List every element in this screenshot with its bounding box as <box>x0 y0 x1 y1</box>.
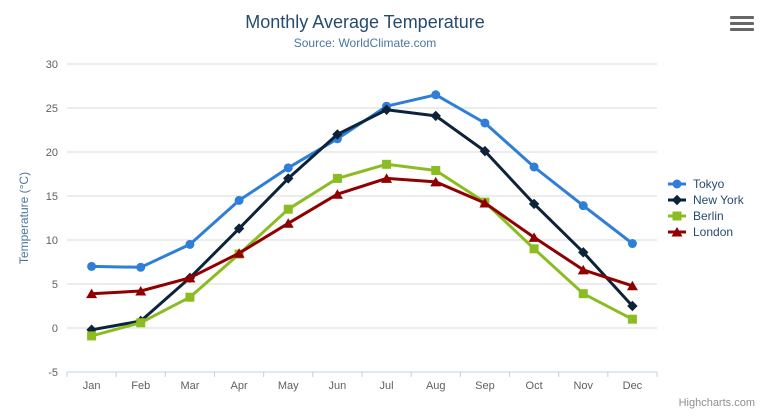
legend: Tokyo New York Berlin London <box>668 176 744 240</box>
y-axis-tick-label: -5 <box>48 367 58 379</box>
series-line-london[interactable] <box>90 176 634 296</box>
series-marker-new-york[interactable] <box>627 300 638 312</box>
chart-subtitle: Source: WorldClimate.com <box>293 36 437 50</box>
series-marker-berlin[interactable] <box>332 173 342 183</box>
series-marker-new-york[interactable] <box>381 104 392 115</box>
legend-marker-sample[interactable] <box>672 179 682 189</box>
y-axis-tick-label: 0 <box>52 323 58 335</box>
x-axis-tick-label: Dec <box>623 380 643 392</box>
y-axis-tick-label: 5 <box>52 279 58 291</box>
hamburger-bar <box>730 22 754 25</box>
series-marker-tokyo[interactable] <box>627 239 637 249</box>
series-marker-london[interactable] <box>528 232 540 242</box>
x-axis-tick-label: Apr <box>231 380 248 392</box>
legend-label: Berlin <box>693 209 724 223</box>
series-marker-new-york[interactable] <box>332 129 343 140</box>
series-marker-berlin[interactable] <box>529 244 539 254</box>
series-marker-tokyo[interactable] <box>283 163 293 173</box>
x-axis-tick-label: Jun <box>329 380 347 392</box>
series-marker-tokyo[interactable] <box>87 261 97 271</box>
legend-marker-sample[interactable] <box>672 211 682 221</box>
series-marker-london[interactable] <box>184 272 196 283</box>
series-marker-tokyo[interactable] <box>480 118 490 128</box>
legend-item-berlin[interactable]: Berlin <box>668 208 744 224</box>
x-axis-tick-label: Sep <box>475 380 495 392</box>
series-marker-tokyo[interactable] <box>234 195 244 205</box>
series-marker-london[interactable] <box>282 218 294 228</box>
series-marker-london[interactable] <box>430 176 442 187</box>
circle-marker-icon <box>668 179 686 189</box>
legend-label: London <box>693 225 734 239</box>
series-marker-new-york[interactable] <box>578 247 589 258</box>
legend-marker-sample[interactable] <box>671 194 683 206</box>
series-marker-tokyo[interactable] <box>578 201 588 211</box>
series-marker-london[interactable] <box>86 288 98 299</box>
x-axis-tick-label: Mar <box>180 380 199 392</box>
series-marker-tokyo[interactable] <box>185 239 195 249</box>
series-line-berlin[interactable] <box>90 162 634 338</box>
series-marker-new-york[interactable] <box>430 110 441 122</box>
series-marker-tokyo[interactable] <box>431 90 441 100</box>
series-marker-berlin[interactable] <box>136 318 146 328</box>
series-marker-berlin[interactable] <box>283 204 293 214</box>
legend-label: New York <box>693 193 744 207</box>
hamburger-bar <box>730 28 754 31</box>
triangle-marker-icon <box>668 227 686 237</box>
series-line-new-york[interactable] <box>90 108 634 332</box>
series-marker-london[interactable] <box>479 198 491 208</box>
x-axis-tick-label: Aug <box>426 380 446 392</box>
series-marker-berlin[interactable] <box>87 331 97 341</box>
square-marker-icon <box>668 211 686 221</box>
series-marker-tokyo[interactable] <box>136 262 146 272</box>
series-marker-london[interactable] <box>381 173 393 183</box>
legend-item-london[interactable]: London <box>668 224 744 240</box>
hamburger-bar <box>730 16 754 19</box>
series-marker-london[interactable] <box>577 264 589 275</box>
x-axis-tick-label: Nov <box>573 380 593 392</box>
x-axis-tick-label: Jan <box>83 380 101 392</box>
series-marker-berlin[interactable] <box>627 314 637 324</box>
series-marker-berlin[interactable] <box>431 165 441 175</box>
series-marker-london[interactable] <box>331 189 343 199</box>
x-axis-tick-label: Jul <box>380 380 394 392</box>
series-marker-new-york[interactable] <box>528 198 540 210</box>
series-marker-new-york[interactable] <box>283 173 294 184</box>
credits-link[interactable]: Highcharts.com <box>678 397 755 409</box>
x-axis-tick-label: Feb <box>131 380 150 392</box>
legend-item-new-york[interactable]: New York <box>668 192 744 208</box>
legend-item-tokyo[interactable]: Tokyo <box>668 176 744 192</box>
y-axis-tick-label: 30 <box>46 59 58 71</box>
legend-marker-sample[interactable] <box>671 227 683 237</box>
hamburger-icon[interactable] <box>730 16 754 33</box>
series-marker-london[interactable] <box>626 280 638 291</box>
series-marker-new-york[interactable] <box>233 223 245 234</box>
series-marker-new-york[interactable] <box>479 145 491 157</box>
series-marker-london[interactable] <box>233 248 245 258</box>
y-axis-tick-label: 10 <box>46 235 58 247</box>
x-axis-tick-label: Oct <box>526 380 543 392</box>
diamond-marker-icon <box>668 194 686 206</box>
series-marker-berlin[interactable] <box>382 159 392 169</box>
chart-title: Monthly Average Temperature <box>245 12 485 32</box>
series-marker-london[interactable] <box>135 286 147 296</box>
series-marker-berlin[interactable] <box>185 292 195 302</box>
y-axis-tick-label: 20 <box>46 147 58 159</box>
x-axis-tick-label: May <box>278 380 299 392</box>
y-axis-tick-label: 15 <box>46 191 58 203</box>
series-marker-tokyo[interactable] <box>529 162 539 172</box>
legend-label: Tokyo <box>693 177 725 191</box>
y-axis-tick-label: 25 <box>46 103 58 115</box>
series-marker-berlin[interactable] <box>578 289 588 299</box>
